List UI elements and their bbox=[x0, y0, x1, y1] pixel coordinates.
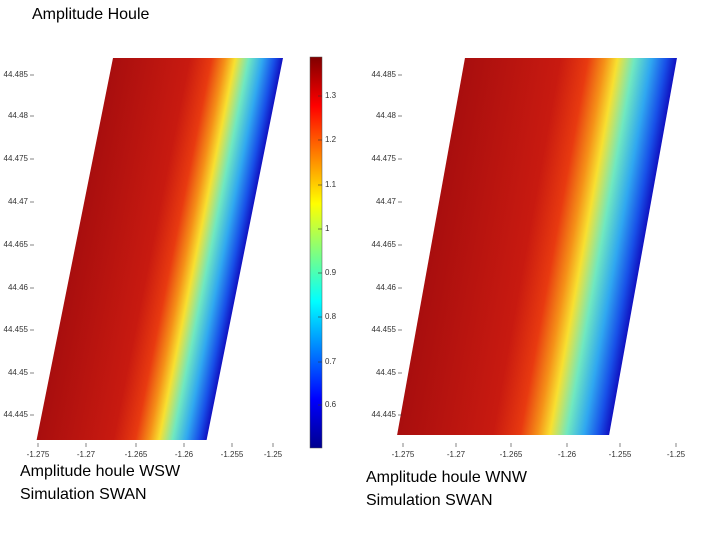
y-tick-label: 44.455 bbox=[372, 325, 397, 334]
x-tick-label: -1.25 bbox=[667, 450, 686, 459]
y-tick-label: 44.445 bbox=[372, 410, 397, 419]
y-tick-label: 44.475 bbox=[372, 154, 397, 163]
x-tick-label: -1.265 bbox=[500, 450, 523, 459]
x-tick-label: -1.265 bbox=[125, 450, 148, 459]
caption: Simulation SWAN bbox=[20, 486, 147, 503]
y-tick-label: 44.48 bbox=[8, 111, 29, 120]
y-tick-label: 44.475 bbox=[4, 154, 29, 163]
y-tick-label: 44.45 bbox=[376, 368, 397, 377]
y-tick-label: 44.465 bbox=[372, 240, 397, 249]
colorbar-tick-label: 0.9 bbox=[325, 268, 337, 277]
y-tick-label: 44.47 bbox=[376, 197, 397, 206]
x-tick-label: -1.26 bbox=[175, 450, 194, 459]
colorbar bbox=[309, 56, 323, 449]
y-tick-label: 44.46 bbox=[376, 283, 397, 292]
x-tick-label: -1.27 bbox=[447, 450, 466, 459]
colorbar-tick-label: 0.6 bbox=[325, 400, 337, 409]
caption: Amplitude houle WNW bbox=[366, 469, 528, 486]
y-tick-label: 44.485 bbox=[4, 70, 29, 79]
x-tick-label: -1.275 bbox=[392, 450, 415, 459]
x-tick-label: -1.255 bbox=[609, 450, 632, 459]
colorbar-tick-label: 1.1 bbox=[325, 180, 337, 189]
y-tick-label: 44.45 bbox=[8, 368, 29, 377]
map-left bbox=[36, 58, 283, 440]
x-tick-label: -1.275 bbox=[27, 450, 50, 459]
colorbar-tick-label: 0.7 bbox=[325, 357, 337, 366]
colorbar-tick-label: 1.2 bbox=[325, 135, 337, 144]
x-tick-label: -1.26 bbox=[558, 450, 577, 459]
x-tick-label: -1.25 bbox=[264, 450, 283, 459]
map-right bbox=[397, 58, 677, 435]
title: Amplitude Houle bbox=[32, 6, 150, 23]
x-tick-label: -1.27 bbox=[77, 450, 96, 459]
y-tick-label: 44.48 bbox=[376, 111, 397, 120]
colorbar-tick-label: 1.3 bbox=[325, 91, 337, 100]
caption: Amplitude houle WSW bbox=[20, 463, 181, 480]
y-tick-label: 44.485 bbox=[372, 70, 397, 79]
colorbar-tick-label: 0.8 bbox=[325, 312, 337, 321]
caption: Simulation SWAN bbox=[366, 492, 493, 509]
y-tick-label: 44.47 bbox=[8, 197, 29, 206]
colorbar-tick-label: 1 bbox=[325, 224, 330, 233]
y-tick-label: 44.465 bbox=[4, 240, 29, 249]
y-tick-label: 44.445 bbox=[4, 410, 29, 419]
x-tick-label: -1.255 bbox=[221, 450, 244, 459]
y-tick-label: 44.46 bbox=[8, 283, 29, 292]
y-tick-label: 44.455 bbox=[4, 325, 29, 334]
